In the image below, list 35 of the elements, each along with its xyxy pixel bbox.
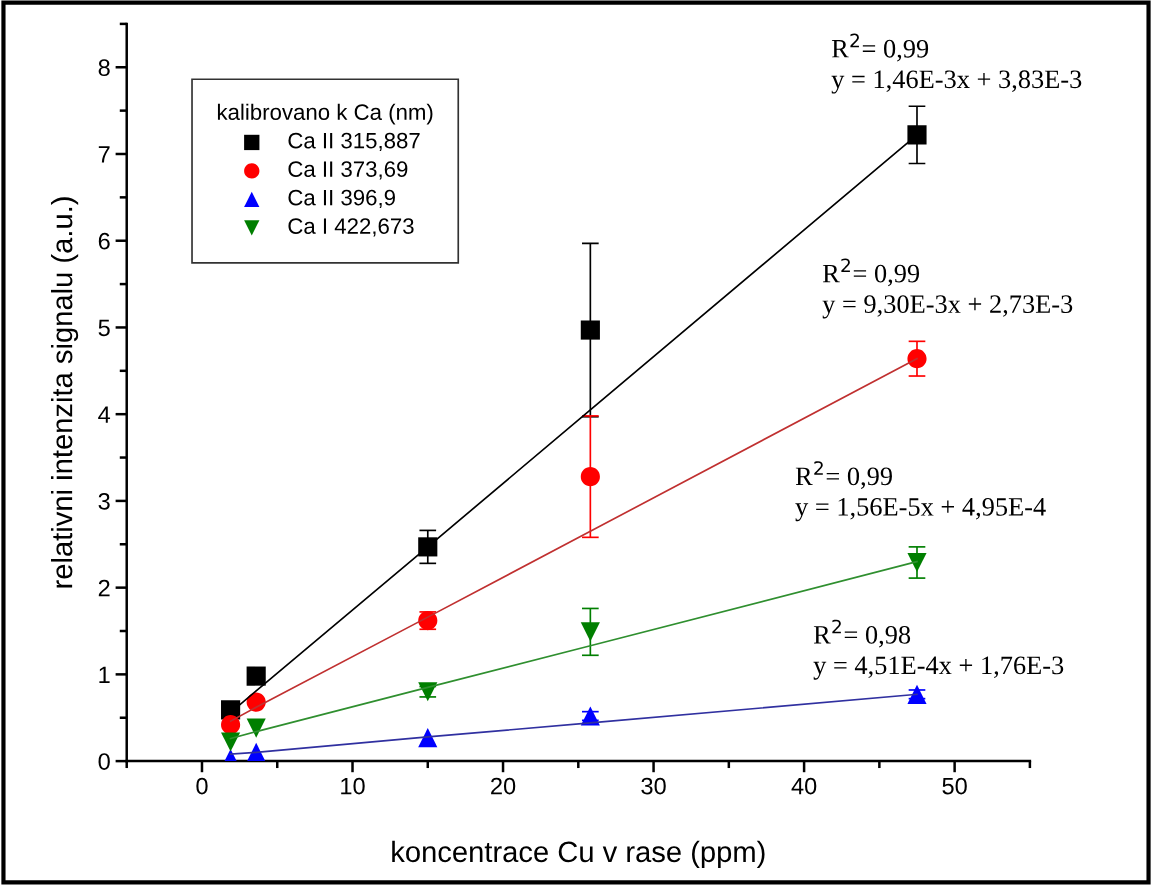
annotation: R$^{2}$= 0,99 y = 9,30E-3x + 2,73E-3 [822, 258, 1073, 319]
y-tick-label: 6 [98, 232, 110, 250]
legend-label: Ca II 315,887 [288, 132, 420, 152]
x-tick-label: 50 [942, 777, 967, 795]
legend-title: kalibrovano k Ca (nm) [217, 103, 433, 125]
annotation: R$^{2}$= 0,98 y = 4,51E-4x + 1,76E-3 [813, 619, 1064, 680]
legend-label: Ca II 396,9 [288, 189, 395, 209]
x-axis-title: koncentrace Cu v rase (ppm) [392, 840, 765, 868]
x-tick-label: 20 [491, 777, 516, 795]
x-tick-label: 30 [641, 777, 666, 795]
point [907, 125, 927, 145]
legend-label: Ca II 373,69 [288, 161, 408, 180]
x-tick-label: 40 [791, 777, 817, 795]
annotation: R$^{2}$= 0,99 y = 1,56E-5x + 4,95E-4 [795, 461, 1046, 522]
y-tick-label: 5 [98, 319, 110, 337]
y-tick-label: 8 [98, 59, 110, 77]
point [580, 320, 600, 340]
point [907, 552, 927, 573]
point [907, 349, 927, 369]
annotation: R$^{2}$= 0,99 y = 1,46E-3x + 3,83E-3 [831, 33, 1082, 94]
point [580, 622, 600, 642]
y-tick-label: 2 [98, 579, 110, 597]
legend-label: Ca I 422,673 [288, 218, 414, 237]
y-tick-label: 3 [98, 492, 110, 510]
y-tick-label: 7 [98, 146, 110, 163]
point [580, 467, 600, 487]
y-tick-label: 1 [99, 666, 110, 683]
y-axis-title: relativni intenzita signalu (a.u.) [50, 197, 79, 588]
y-tick-label: 4 [98, 406, 111, 423]
x-tick-label: 10 [341, 777, 365, 795]
point [246, 666, 266, 686]
point [221, 732, 241, 752]
y-tick-label: 0 [98, 753, 110, 770]
point [907, 684, 927, 704]
x-tick-label: 0 [196, 777, 208, 795]
